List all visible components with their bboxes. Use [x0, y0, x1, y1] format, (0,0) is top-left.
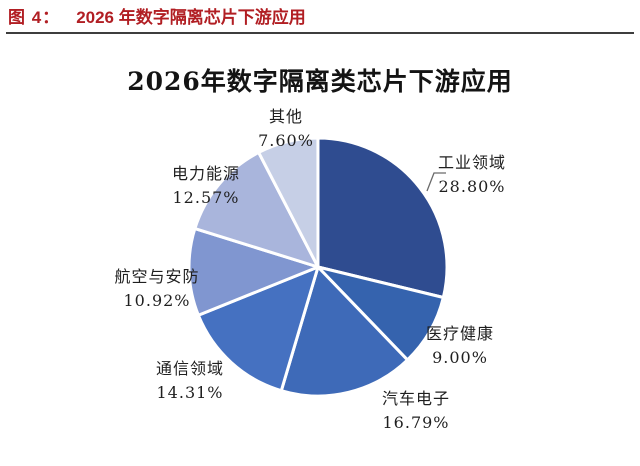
pie-slice-automotive [279, 265, 409, 398]
header-divider [6, 32, 634, 34]
figure-number-label: 图 4： [8, 8, 61, 27]
pie-slice-aerospace-security [187, 227, 320, 317]
pie-slice-other [257, 136, 320, 269]
figure-caption: 2026 年数字隔离芯片下游应用 [76, 8, 306, 27]
chart-title: 2026年数字隔离类芯片下游应用 [127, 67, 513, 96]
pie-slices-group [187, 136, 449, 398]
pie-slice-industrial [316, 136, 449, 300]
figure-header: 图 4： 2026 年数字隔离芯片下游应用 [8, 6, 306, 30]
pie-slice-power-energy [193, 150, 320, 269]
pie-slice-communication [196, 265, 320, 393]
leader-line-industrial [426, 172, 446, 192]
